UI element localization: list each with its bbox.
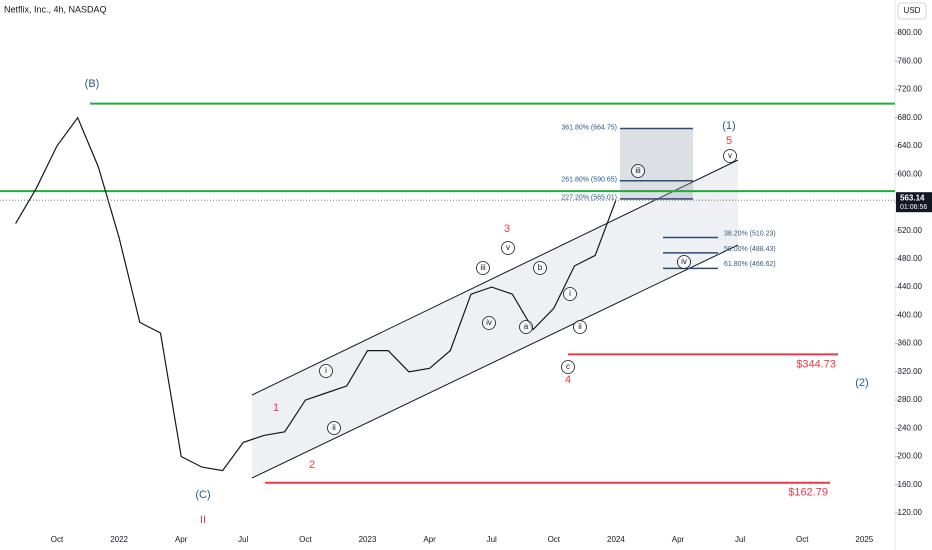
wave-label: 5 xyxy=(726,135,732,147)
countdown: 01:06:56 xyxy=(900,204,927,211)
x-tick-label: Apr xyxy=(175,535,188,544)
wave-label: iv xyxy=(681,257,687,266)
wave-circle xyxy=(573,320,587,334)
y-tick-label: 520.00 xyxy=(898,226,923,235)
wave-circle xyxy=(563,287,577,301)
wave-circle xyxy=(677,255,691,269)
wave-circle xyxy=(327,421,341,435)
y-tick-label: 800.00 xyxy=(898,28,923,37)
fib-label: 261.80% (590.65) xyxy=(561,177,617,184)
x-tick-label: Jul xyxy=(735,535,745,544)
x-tick-label: 2023 xyxy=(359,535,377,544)
currency: USD xyxy=(904,6,921,15)
wave-label: c xyxy=(566,362,570,371)
price-tag-value: 563.14 xyxy=(900,193,925,202)
x-tick-label: Oct xyxy=(796,535,809,544)
wave-circle xyxy=(501,241,515,255)
wave-circle xyxy=(533,261,547,275)
wave-label: iii xyxy=(480,263,486,272)
wave-label: ii xyxy=(332,423,336,432)
x-tick-label: 2022 xyxy=(110,535,128,544)
x-tick-label: Oct xyxy=(548,535,561,544)
fib-label: 227.20% (565.01) xyxy=(561,195,617,202)
y-tick-label: 320.00 xyxy=(898,367,923,376)
channel-lower xyxy=(251,244,739,479)
y-tick-label: 400.00 xyxy=(898,310,923,319)
y-tick-label: 360.00 xyxy=(898,339,923,348)
wave-label: v xyxy=(728,151,732,160)
wave-circle xyxy=(561,360,575,374)
target-label: $344.73 xyxy=(796,358,836,370)
wave-label: i xyxy=(325,366,327,375)
x-tick-label: Oct xyxy=(51,535,64,544)
wave-circle xyxy=(519,320,533,334)
wave-label: v xyxy=(506,243,510,252)
y-tick-label: 280.00 xyxy=(898,395,923,404)
wave-label: II xyxy=(200,514,206,526)
target-label: $162.79 xyxy=(788,487,828,499)
wave-circle xyxy=(319,364,333,378)
currency-box xyxy=(897,2,927,20)
fib-label: 361.80% (664.75) xyxy=(561,124,617,131)
wave-label: (2) xyxy=(855,377,868,389)
x-tick-label: 2024 xyxy=(607,535,625,544)
fib-box xyxy=(620,128,693,200)
wave-label: iii xyxy=(635,166,641,175)
x-tick-label: Oct xyxy=(299,535,312,544)
fib-label: 50.00% (488.43) xyxy=(724,246,776,253)
fib-label: 61.80% (466.62) xyxy=(724,261,776,268)
wave-label: (1) xyxy=(722,120,735,132)
fib-label: 38.20% (510.23) xyxy=(724,230,776,237)
x-tick-label: Apr xyxy=(672,535,685,544)
y-tick-label: 480.00 xyxy=(898,254,923,263)
y-tick-label: 680.00 xyxy=(898,113,923,122)
y-tick-label: 160.00 xyxy=(898,480,923,489)
x-tick-label: Jul xyxy=(238,535,248,544)
chart-title: Netflix, Inc., 4h, NASDAQ xyxy=(4,4,107,14)
wave-circle xyxy=(476,261,490,275)
y-tick-label: 760.00 xyxy=(898,56,923,65)
wave-label: iv xyxy=(486,318,492,327)
y-tick-label: 240.00 xyxy=(898,423,923,432)
y-tick-label: 720.00 xyxy=(898,85,923,94)
y-tick-label: 640.00 xyxy=(898,141,923,150)
wave-label: 4 xyxy=(565,374,571,386)
x-tick-label: Apr xyxy=(423,535,436,544)
wave-circle xyxy=(723,149,737,163)
wave-circle xyxy=(631,164,645,178)
y-tick-label: 200.00 xyxy=(898,452,923,461)
y-tick-label: 120.00 xyxy=(898,508,923,517)
wave-label: ii xyxy=(578,322,582,331)
wave-label: a xyxy=(524,322,529,331)
wave-label: b xyxy=(538,263,543,272)
wave-label: 2 xyxy=(309,459,315,471)
wave-label: i xyxy=(569,289,571,298)
wave-label: 3 xyxy=(504,223,510,235)
wave-label: (B) xyxy=(85,78,100,90)
wave-label: 1 xyxy=(273,402,279,414)
y-tick-label: 440.00 xyxy=(898,282,923,291)
price-tag xyxy=(896,192,932,213)
wave-label: (C) xyxy=(195,489,210,501)
x-tick-label: Jul xyxy=(487,535,497,544)
channel-fill xyxy=(252,160,738,478)
wave-circle xyxy=(482,316,496,330)
y-tick-label: 600.00 xyxy=(898,169,923,178)
price-line xyxy=(15,116,617,472)
x-tick-label: 2025 xyxy=(855,535,873,544)
